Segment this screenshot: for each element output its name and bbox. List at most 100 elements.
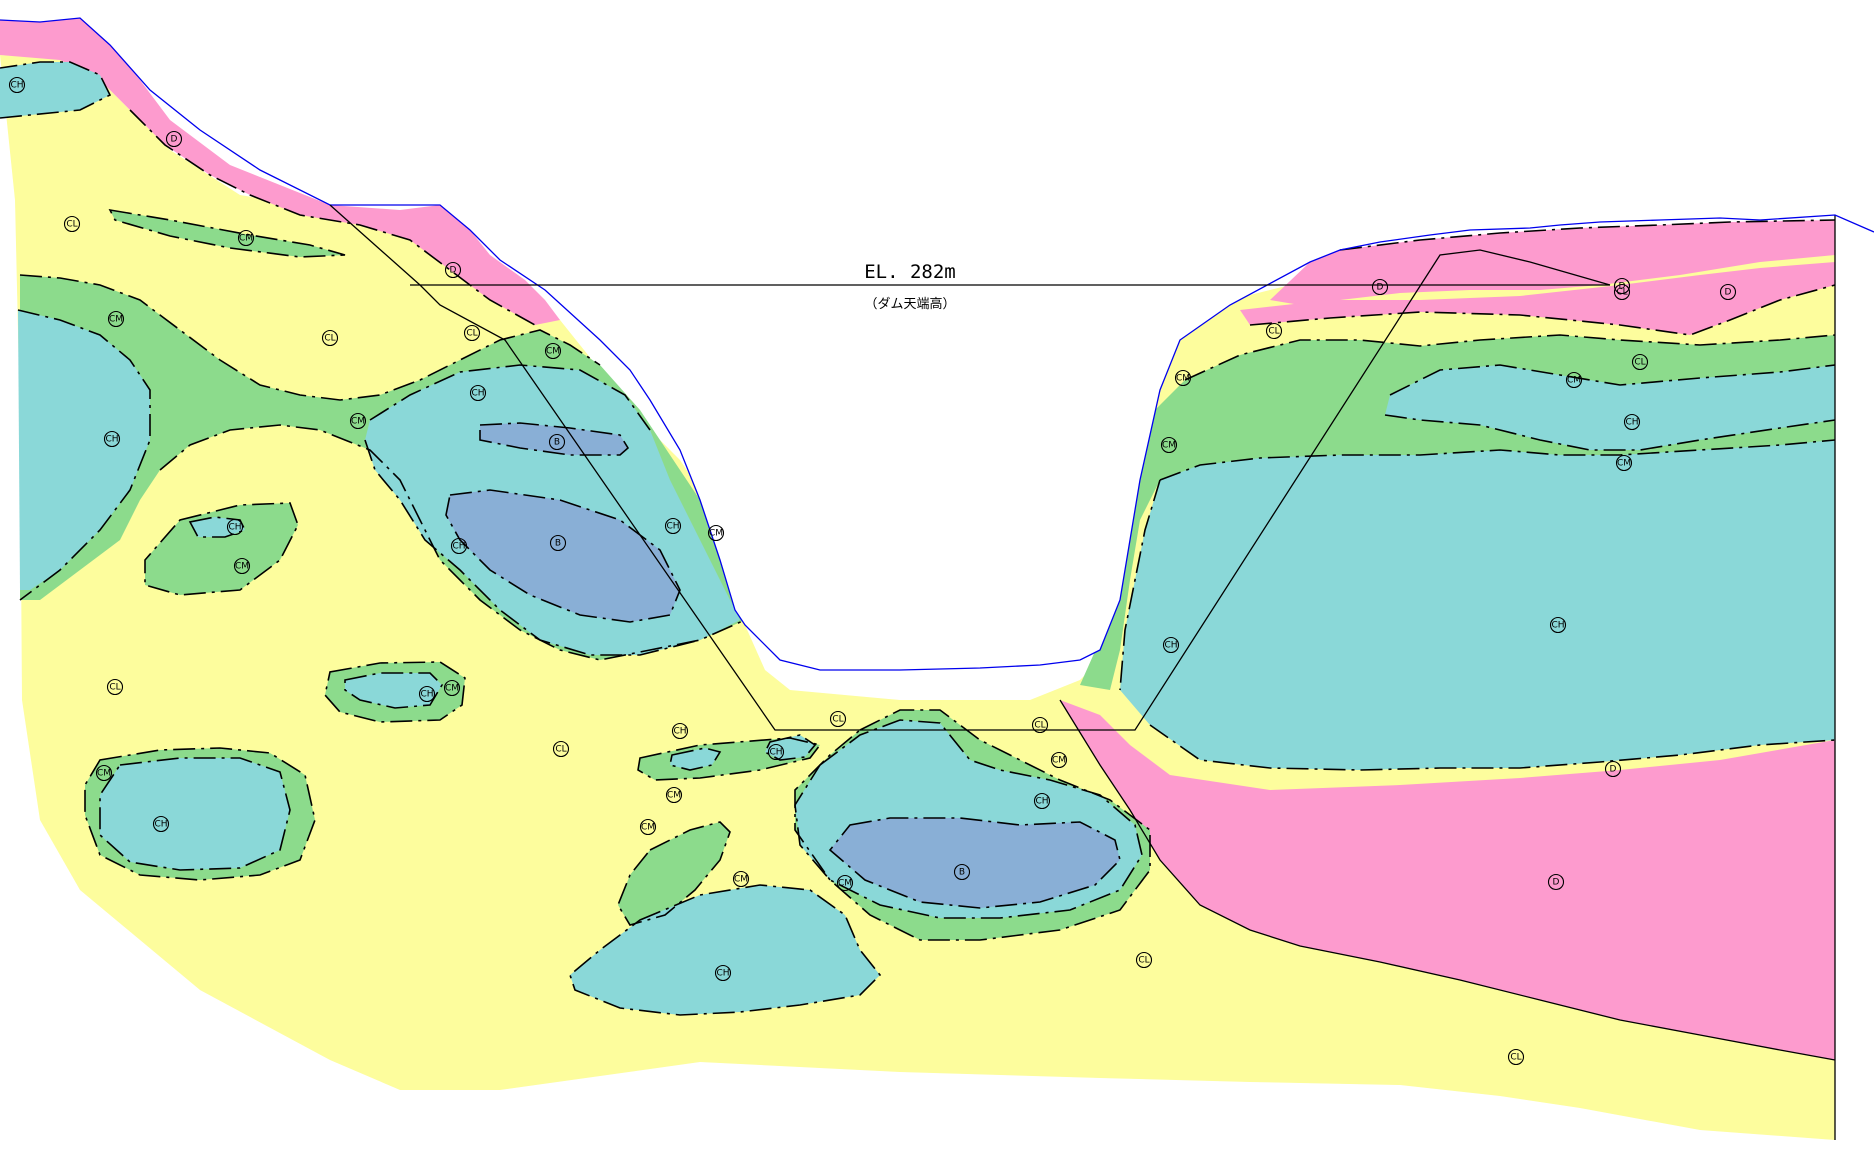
zone-label-d: D bbox=[1371, 278, 1389, 296]
zone-label-circle bbox=[1615, 454, 1633, 472]
b-zone-lower bbox=[830, 818, 1120, 908]
zone-label-text: CH bbox=[1625, 418, 1638, 428]
zone-label-text: CL bbox=[1634, 358, 1645, 368]
d-zone-upper-left bbox=[0, 18, 560, 325]
zone-label-text: CH bbox=[10, 81, 23, 91]
zone-label-circle bbox=[707, 524, 725, 542]
zone-label-ch: CH bbox=[1549, 616, 1567, 634]
zone-label-ch: CH bbox=[418, 685, 436, 703]
zone-label-text: CM bbox=[1617, 459, 1631, 469]
zone-label-cm: CM bbox=[95, 764, 113, 782]
zone-label-cm: CM bbox=[732, 870, 750, 888]
zone-label-cl: CL bbox=[1265, 322, 1283, 340]
zone-label-ch: CH bbox=[103, 430, 121, 448]
crest-elevation-label: EL. 282m bbox=[864, 261, 956, 283]
zone-label-text: CL bbox=[832, 715, 843, 725]
zone-label-d: D bbox=[444, 261, 462, 279]
zone-label-d: D bbox=[1613, 277, 1631, 295]
cm-zone-lens bbox=[618, 822, 730, 925]
zone-label-text: CL bbox=[1138, 956, 1149, 966]
zone-label-cm: CM bbox=[233, 557, 251, 575]
zone-label-ch: CH bbox=[226, 518, 244, 536]
zone-label-circle bbox=[1547, 873, 1565, 891]
zone-label-circle bbox=[349, 412, 367, 430]
zone-label-circle bbox=[233, 557, 251, 575]
zone-label-circle bbox=[953, 863, 971, 881]
zone-label-text: CL bbox=[1616, 288, 1627, 298]
zone-label-cm: CM bbox=[1565, 371, 1583, 389]
zone-label-text: CL bbox=[1268, 327, 1279, 337]
zone-label-cm: CM bbox=[237, 229, 255, 247]
zone-label-cm: CM bbox=[443, 679, 461, 697]
valley-opening bbox=[0, 0, 1874, 670]
zone-label-text: CH bbox=[673, 727, 686, 737]
zone-label-circle bbox=[1549, 616, 1567, 634]
zone-label-circle bbox=[544, 342, 562, 360]
zone-label-circle bbox=[444, 261, 462, 279]
zone-label-circle bbox=[767, 743, 785, 761]
zone-label-circle bbox=[714, 964, 732, 982]
zone-label-ch: CH bbox=[152, 815, 170, 833]
zone-label-cl: CL bbox=[1031, 716, 1049, 734]
zone-label-d: D bbox=[1719, 283, 1737, 301]
zone-label-text: D bbox=[1725, 288, 1732, 298]
dam-outline bbox=[329, 204, 1611, 731]
zone-label-circle bbox=[107, 310, 125, 328]
zone-label-ch: CH bbox=[1033, 792, 1051, 810]
zone-label-circle bbox=[8, 76, 26, 94]
zone-label-circle bbox=[106, 678, 124, 696]
zone-label-text: CL bbox=[555, 745, 566, 755]
ch-zone-oval-c bbox=[100, 758, 290, 870]
zone-label-text: CH bbox=[452, 542, 465, 552]
d-zone-lower-right bbox=[1060, 700, 1835, 1060]
zone-label-text: CM bbox=[97, 769, 111, 779]
zone-label-circle bbox=[1033, 792, 1051, 810]
zone-label-circle bbox=[165, 130, 183, 148]
zone-label-circle bbox=[639, 818, 657, 836]
ch-zone-top-left bbox=[0, 62, 110, 118]
zone-label-b: B bbox=[549, 534, 567, 552]
zone-label-circle bbox=[1031, 716, 1049, 734]
zone-label-cm: CM bbox=[1160, 436, 1178, 454]
zone-label-text: B bbox=[555, 539, 561, 549]
zone-label-circle bbox=[1613, 277, 1631, 295]
zone-label-cl: CL bbox=[1631, 353, 1649, 371]
zone-label-circle bbox=[63, 215, 81, 233]
zone-label-text: D bbox=[1377, 283, 1384, 293]
zone-label-circle bbox=[664, 517, 682, 535]
zone-label-text: CH bbox=[105, 435, 118, 445]
cm-zone-oval-a bbox=[145, 503, 298, 595]
zone-label-cm: CM bbox=[349, 412, 367, 430]
zone-label-text: CM bbox=[1162, 441, 1176, 451]
zone-label-circle bbox=[1507, 1048, 1525, 1066]
zone-label-circle bbox=[836, 874, 854, 892]
zone-label-circle bbox=[1265, 322, 1283, 340]
zone-label-text: CH bbox=[154, 820, 167, 830]
zone-label-circle bbox=[665, 786, 683, 804]
zone-label-text: B bbox=[959, 868, 965, 878]
zone-label-ch: CH bbox=[671, 722, 689, 740]
zone-label-cl: CL bbox=[106, 678, 124, 696]
zone-label-text: CM bbox=[1567, 376, 1581, 386]
zone-label-cl: CL bbox=[829, 710, 847, 728]
zone-label-text: CH bbox=[716, 969, 729, 979]
zone-label-circle bbox=[1050, 751, 1068, 769]
zone-label-d: D bbox=[165, 130, 183, 148]
zone-label-cm: CM bbox=[1174, 369, 1192, 387]
zone-label-text: CM bbox=[109, 315, 123, 325]
zone-label-circle bbox=[237, 229, 255, 247]
zone-label-text: CM bbox=[641, 823, 655, 833]
zone-label-ch: CH bbox=[714, 964, 732, 982]
zone-label-circle bbox=[1160, 436, 1178, 454]
zone-label-text: CM bbox=[709, 529, 723, 539]
zone-label-ch: CH bbox=[1623, 413, 1641, 431]
zone-label-text: D bbox=[1610, 765, 1617, 775]
zone-label-text: CL bbox=[1510, 1053, 1521, 1063]
zone-label-d: D bbox=[1604, 760, 1622, 778]
zone-label-text: D bbox=[171, 135, 178, 145]
zone-label-text: D bbox=[1619, 282, 1626, 292]
solid-contacts bbox=[1059, 215, 1836, 1140]
zone-label-text: CM bbox=[351, 417, 365, 427]
zone-label-d: D bbox=[1547, 873, 1565, 891]
